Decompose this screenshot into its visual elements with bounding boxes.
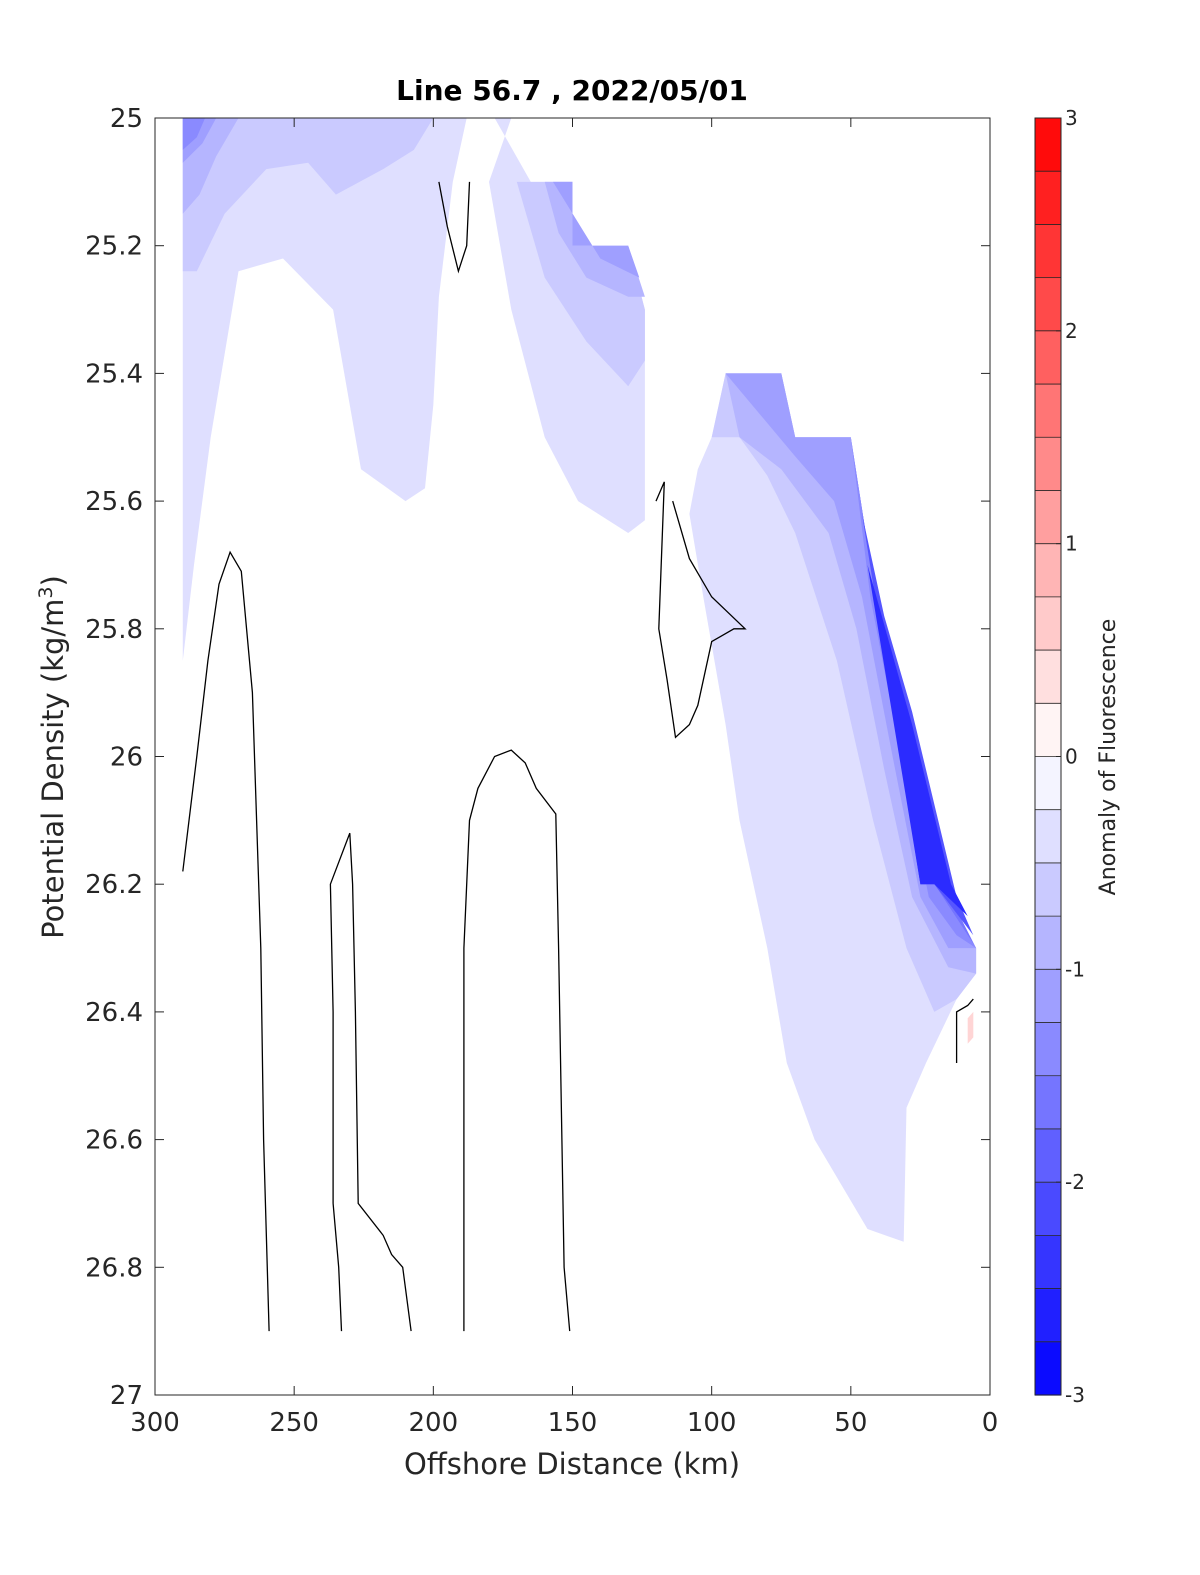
plot-frame bbox=[154, 117, 991, 1396]
plot-area bbox=[154, 117, 991, 1396]
colorbar-segment bbox=[1035, 809, 1061, 864]
y-axis-label-tail: ) bbox=[36, 575, 70, 586]
region-mid-upper-layer bbox=[489, 118, 645, 533]
zero-contour-2 bbox=[182, 550, 270, 1332]
x-tick-label: 100 bbox=[687, 1408, 737, 1438]
colorbar-segment bbox=[1035, 1288, 1061, 1343]
colorbar-segment bbox=[1035, 703, 1061, 758]
y-tick-label: 25.4 bbox=[85, 359, 143, 389]
region-mid-band-3 bbox=[553, 181, 640, 278]
y-tick-label: 26.2 bbox=[85, 870, 143, 900]
y-axis-label-main: Potential Density (kg/m bbox=[36, 599, 70, 939]
x-tick-label: 0 bbox=[982, 1408, 999, 1438]
zero-contour-5 bbox=[655, 481, 747, 739]
y-axis-label: Potential Density (kg/m3) bbox=[35, 575, 70, 939]
region-coastal-band-3 bbox=[725, 373, 977, 949]
zero-contour-3 bbox=[329, 832, 412, 1332]
colorbar-segments bbox=[1035, 118, 1061, 1396]
colorbar-segment bbox=[1035, 1075, 1061, 1130]
region-mid-band-1 bbox=[516, 181, 645, 387]
region-mid-band-2 bbox=[544, 181, 645, 297]
colorbar-segment bbox=[1035, 118, 1061, 172]
x-tick-labels: 300 250 200 150 100 50 0 bbox=[130, 1408, 998, 1438]
colorbar-segment bbox=[1035, 490, 1061, 545]
colorbar-segment bbox=[1035, 437, 1061, 492]
zero-contour-4 bbox=[463, 749, 571, 1332]
colorbar-tick-label: 0 bbox=[1065, 745, 1078, 769]
colorbar-segment bbox=[1035, 1182, 1061, 1236]
colorbar-tick-label: -1 bbox=[1065, 957, 1085, 981]
y-tick-label: 26.8 bbox=[85, 1253, 143, 1283]
colorbar-label: Anomaly of Fluorescence bbox=[1096, 619, 1121, 896]
zero-contour-lines bbox=[182, 181, 974, 1332]
colorbar-segment bbox=[1035, 384, 1061, 438]
x-tick-label: 200 bbox=[409, 1408, 459, 1438]
colorbar-tick-label: 1 bbox=[1065, 532, 1078, 556]
y-tick-label: 25 bbox=[110, 104, 143, 134]
filled-contour-regions bbox=[182, 118, 977, 1242]
colorbar-segment bbox=[1035, 916, 1061, 970]
colorbar-segment bbox=[1035, 277, 1061, 332]
y-tick-label: 27 bbox=[110, 1381, 143, 1411]
y-tick-label: 26.6 bbox=[85, 1126, 143, 1156]
colorbar-tick-label: -3 bbox=[1065, 1383, 1085, 1407]
zero-contour-1 bbox=[438, 181, 471, 274]
colorbar-tick-label: 3 bbox=[1065, 106, 1078, 130]
chart-title: Line 56.7 , 2022/05/01 bbox=[396, 74, 748, 107]
colorbar-segment bbox=[1035, 862, 1061, 917]
colorbar-segment bbox=[1035, 596, 1061, 651]
colorbar-segment bbox=[1035, 1128, 1061, 1183]
colorbar-tick-label: 2 bbox=[1065, 319, 1078, 343]
x-tick-label: 250 bbox=[269, 1408, 319, 1438]
colorbar-tick-label: -2 bbox=[1065, 1170, 1085, 1194]
colorbar-segment bbox=[1035, 171, 1061, 226]
region-north-band-1 bbox=[182, 118, 434, 272]
colorbar-segment bbox=[1035, 1341, 1061, 1396]
region-north-band-4 bbox=[182, 118, 206, 150]
colorbar-segment bbox=[1035, 330, 1061, 385]
colorbar-segment bbox=[1035, 543, 1061, 598]
y-tick-label: 25.8 bbox=[85, 615, 143, 645]
colorbar-segment bbox=[1035, 224, 1061, 279]
colorbar-segment bbox=[1035, 650, 1061, 704]
y-tick-labels: 25 25.2 25.4 25.6 25.8 26 26.2 26.4 26.6 26.8 27 bbox=[85, 104, 143, 1411]
x-tick-label: 50 bbox=[834, 1408, 867, 1438]
x-axis-label: Offshore Distance (km) bbox=[404, 1447, 740, 1481]
colorbar-segment bbox=[1035, 1022, 1061, 1077]
colorbar-segment bbox=[1035, 756, 1061, 811]
y-tick-label: 26 bbox=[110, 743, 143, 773]
y-tick-label: 25.6 bbox=[85, 487, 143, 517]
region-nearshore-positive-patch bbox=[967, 1011, 974, 1044]
region-coastal-band-7 bbox=[867, 564, 968, 917]
y-tick-label: 25.2 bbox=[85, 232, 143, 262]
region-north-surface-layer bbox=[182, 118, 467, 661]
colorbar-ticks: -3 -2 -1 0 1 2 3 bbox=[1056, 106, 1085, 1407]
x-tick-label: 150 bbox=[548, 1408, 598, 1438]
region-coastal-layer bbox=[689, 373, 977, 1242]
y-axis-label-superscript: 3 bbox=[35, 586, 57, 598]
colorbar: -3 -2 -1 0 1 2 3 Anomaly of Fluorescence bbox=[1034, 106, 1121, 1407]
zero-contour-6 bbox=[955, 998, 974, 1063]
colorbar-segment bbox=[1035, 969, 1061, 1024]
colorbar-segment bbox=[1035, 1235, 1061, 1290]
y-tick-label: 26.4 bbox=[85, 998, 143, 1028]
x-tick-label: 300 bbox=[130, 1408, 180, 1438]
